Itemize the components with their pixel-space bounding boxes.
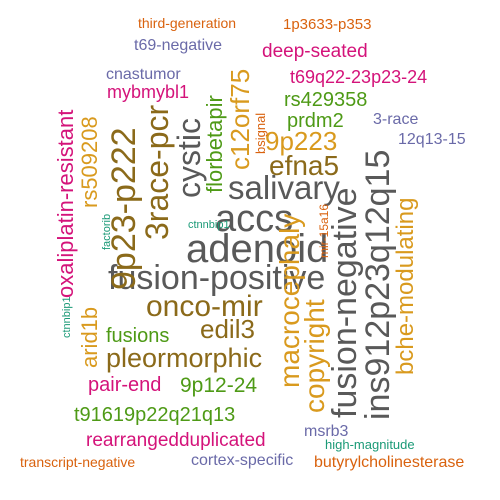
word-cnastumor: cnastumor [106,66,181,83]
word-accs: accs [215,198,294,240]
word-rearrangedduplicated: rearrangedduplicated [86,430,266,451]
word-high-magnitude: high-magnitude [325,437,415,452]
word-third-generation: third-generation [138,15,237,31]
word-florbetapir: florbetapir [201,95,227,193]
word-copyright: rs509208 [76,116,102,208]
word-rs429358: rs429358 [284,89,368,111]
word-9p223: 9p223 [265,126,338,156]
word-bsignal: bsignal [253,112,269,154]
word-ins912p23q12q15: ins912p23q12q15 [358,149,397,420]
word-cystic: salivary [228,169,340,206]
word-fusion-positive: fusion-positive [108,259,326,297]
word-fusion-negative: fusion-negative [325,187,364,418]
word-fusions: fusions [106,325,170,347]
word-salivary: cystic [171,118,208,198]
word-3-race: 3-race [373,111,419,128]
word-adenoid: adenoid [186,227,329,271]
word-onco-mir: onco-mir [146,290,263,323]
word-butyrylcholinesterase: butyrylcholinesterase [314,454,465,471]
word-mybmybl1: mybmybl1 [107,82,190,102]
word-efna5: efna5 [269,150,340,181]
word-bche-modulating: bche-modulating [392,197,420,375]
word-prdm2: prdm2 [287,110,344,132]
word-1p3633-p353: 1p3633-p353 [283,16,372,33]
word-3race-pcr: 3race-pcr [139,104,176,240]
word-oxaliplatin-resistant: oxaliplatin-resistant [52,109,78,298]
word-t69q22-23p23-24: t69q22-23p23-24 [290,67,428,87]
word-pleormorphic: pleormorphic [106,343,263,373]
word-msrb3: msrb3 [304,423,349,440]
word-12q13-15: 12q13-15 [398,131,466,148]
word-c12orf75: c12orf75 [225,68,256,170]
word-t69-negative: t69-negative [134,37,223,54]
word-transcript-negative: transcript-negative [20,454,136,470]
word-adni: ctnnbip1 [188,219,230,231]
word-t91619p22q21q13: t91619p22q21q13 [74,404,236,426]
word-9p12-24: 9p12-24 [180,374,258,397]
word-rs509208: copyright [298,299,330,413]
word-9p23-p222: 9p23-p222 [104,127,143,290]
word-edil3: edil3 [200,314,255,344]
word-ctnnbip1: ctnnbip1 [61,296,74,338]
word-deep-seated: deep-seated [262,41,368,62]
word-pair-end: pair-end [88,374,162,396]
word-cortex-specific: cortex-specific [191,452,294,469]
word-macrocephaly: arid1b [76,306,102,368]
